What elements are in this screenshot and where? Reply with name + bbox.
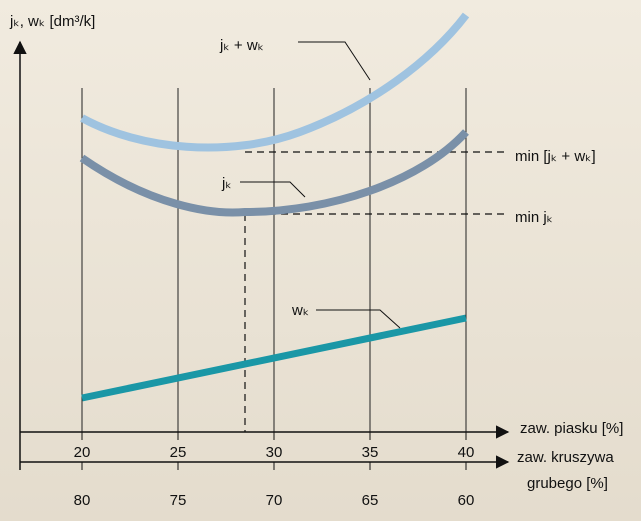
min-j-label: min jₖ — [515, 209, 553, 226]
x2-tick-label: 65 — [362, 492, 379, 509]
x1-tick-label: 40 — [458, 444, 475, 461]
x1-tick-label: 30 — [266, 444, 283, 461]
diagram: jₖ, wₖ [dm³/k] jₖ + wₖ jₖ wₖ min [jₖ + w… — [0, 0, 641, 521]
x2-axis-label: grubego [%] — [527, 475, 608, 492]
w-label: wₖ — [291, 302, 309, 319]
min-sum-label: min [jₖ + wₖ] — [515, 148, 596, 165]
x1-tick-label: 25 — [170, 444, 187, 461]
background — [0, 0, 641, 521]
x2-tick-label: 75 — [170, 492, 187, 509]
x1-tick-label: 35 — [362, 444, 379, 461]
y-axis-label: jₖ, wₖ [dm³/k] — [9, 13, 95, 30]
j-label: jₖ — [221, 175, 232, 192]
x1-axis-label: zaw. piasku [%] — [520, 420, 623, 437]
x1-tick-label: 20 — [74, 444, 91, 461]
sum-label: jₖ + wₖ — [219, 37, 264, 54]
x2-tick-label: 70 — [266, 492, 283, 509]
x2-axis-label: zaw. kruszywa — [517, 449, 614, 466]
x2-tick-label: 80 — [74, 492, 91, 509]
x2-tick-label: 60 — [458, 492, 475, 509]
